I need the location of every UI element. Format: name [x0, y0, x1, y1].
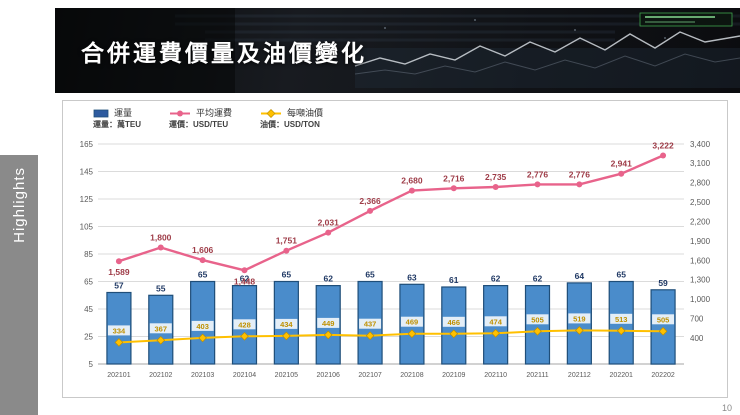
- highlights-sidebar: Highlights: [0, 155, 38, 415]
- svg-text:1,300: 1,300: [690, 276, 711, 285]
- svg-text:469: 469: [406, 318, 419, 327]
- svg-text:202101: 202101: [107, 372, 130, 379]
- svg-text:505: 505: [657, 315, 670, 324]
- svg-text:202107: 202107: [358, 372, 381, 379]
- svg-text:474: 474: [489, 317, 502, 326]
- sidebar-label: Highlights: [10, 167, 28, 243]
- svg-text:3,222: 3,222: [652, 141, 674, 151]
- svg-text:2,776: 2,776: [527, 169, 549, 179]
- page-title: 合併運費價量及油價變化: [81, 39, 367, 66]
- legend-volume-unit: 運量：萬TEU: [93, 120, 141, 129]
- volume-swatch-icon: [93, 109, 109, 117]
- svg-text:2,680: 2,680: [401, 176, 423, 186]
- svg-text:202108: 202108: [400, 372, 423, 379]
- chart-card: 運量 運量：萬TEU 平均運費 運價：USD/TEU 每噸油價: [62, 100, 728, 398]
- legend-oil-label: 每噸油價: [287, 108, 324, 118]
- svg-text:63: 63: [407, 272, 417, 282]
- svg-text:202112: 202112: [568, 372, 591, 379]
- svg-text:2,366: 2,366: [359, 196, 381, 206]
- svg-text:45: 45: [84, 305, 93, 314]
- svg-text:61: 61: [449, 275, 459, 285]
- svg-text:519: 519: [573, 314, 586, 323]
- svg-text:367: 367: [155, 324, 168, 333]
- svg-text:202109: 202109: [442, 372, 465, 379]
- trading-screens-photo: [55, 8, 740, 93]
- svg-text:2,031: 2,031: [318, 218, 340, 228]
- svg-text:2,800: 2,800: [690, 179, 711, 188]
- svg-text:105: 105: [80, 222, 94, 231]
- svg-text:2,776: 2,776: [569, 169, 591, 179]
- svg-text:1,751: 1,751: [276, 236, 298, 246]
- svg-text:437: 437: [364, 320, 377, 329]
- freight-line-icon: [170, 110, 190, 116]
- svg-text:85: 85: [84, 250, 93, 259]
- svg-text:202201: 202201: [610, 372, 633, 379]
- svg-text:62: 62: [323, 274, 333, 284]
- combo-chart: 5 25 45 65 85 105 125 145 165 400 700 1,000 1,300 1,6…: [80, 140, 711, 379]
- svg-text:202105: 202105: [275, 372, 298, 379]
- legend-volume: 運量 運量：萬TEU: [93, 108, 141, 129]
- svg-text:2,716: 2,716: [443, 173, 465, 183]
- legend-volume-label: 運量: [114, 108, 133, 118]
- svg-text:59: 59: [658, 278, 668, 288]
- svg-text:202104: 202104: [233, 372, 256, 379]
- svg-text:25: 25: [84, 332, 93, 341]
- svg-text:505: 505: [531, 315, 544, 324]
- svg-text:334: 334: [113, 326, 126, 335]
- svg-text:3,400: 3,400: [690, 140, 711, 149]
- header-banner: 合併運費價量及油價變化: [55, 8, 740, 93]
- svg-text:1,900: 1,900: [690, 237, 711, 246]
- svg-text:202106: 202106: [317, 372, 340, 379]
- legend-freight-label: 平均運費: [196, 108, 233, 118]
- chart-legend: 運量 運量：萬TEU 平均運費 運價：USD/TEU 每噸油價: [63, 101, 727, 129]
- legend-oil: 每噸油價 油價：USD/TON: [260, 108, 323, 129]
- svg-text:1,606: 1,606: [192, 245, 214, 255]
- svg-text:2,500: 2,500: [690, 198, 711, 207]
- svg-text:3,100: 3,100: [690, 159, 711, 168]
- svg-text:202110: 202110: [484, 372, 507, 379]
- svg-text:202111: 202111: [526, 372, 548, 379]
- svg-text:449: 449: [322, 319, 335, 328]
- legend-oil-unit: 油價：USD/TON: [260, 120, 320, 129]
- svg-text:65: 65: [198, 270, 208, 280]
- svg-text:62: 62: [240, 274, 250, 284]
- svg-text:400: 400: [690, 334, 704, 343]
- svg-text:2,200: 2,200: [690, 217, 711, 226]
- svg-text:466: 466: [448, 318, 461, 327]
- svg-text:62: 62: [491, 274, 501, 284]
- svg-text:64: 64: [575, 271, 585, 281]
- svg-text:1,800: 1,800: [150, 233, 172, 243]
- svg-text:65: 65: [282, 270, 292, 280]
- svg-text:65: 65: [616, 270, 626, 280]
- svg-text:5: 5: [89, 360, 94, 369]
- svg-text:1,600: 1,600: [690, 256, 711, 265]
- legend-freight-unit: 運價：USD/TEU: [169, 120, 229, 129]
- oil-line-icon: [261, 108, 282, 118]
- svg-text:62: 62: [533, 274, 543, 284]
- svg-text:2,735: 2,735: [485, 172, 507, 182]
- svg-text:700: 700: [690, 315, 704, 324]
- legend-freight: 平均運費 運價：USD/TEU: [169, 108, 232, 129]
- svg-text:202103: 202103: [191, 372, 214, 379]
- svg-text:1,448: 1,448: [234, 276, 256, 286]
- svg-text:1,000: 1,000: [690, 295, 711, 304]
- svg-text:403: 403: [196, 322, 209, 331]
- svg-text:513: 513: [615, 315, 628, 324]
- page-number: 10: [721, 403, 732, 413]
- svg-text:202102: 202102: [149, 372, 172, 379]
- svg-text:55: 55: [156, 283, 166, 293]
- svg-text:65: 65: [84, 277, 93, 286]
- svg-text:145: 145: [80, 167, 94, 176]
- svg-text:165: 165: [80, 140, 94, 149]
- svg-text:2,941: 2,941: [611, 159, 633, 169]
- svg-text:1,589: 1,589: [108, 267, 130, 277]
- svg-text:202202: 202202: [651, 372, 674, 379]
- svg-text:57: 57: [114, 281, 124, 291]
- svg-text:434: 434: [280, 320, 293, 329]
- svg-text:65: 65: [365, 270, 375, 280]
- svg-text:428: 428: [238, 320, 251, 329]
- svg-text:125: 125: [80, 195, 94, 204]
